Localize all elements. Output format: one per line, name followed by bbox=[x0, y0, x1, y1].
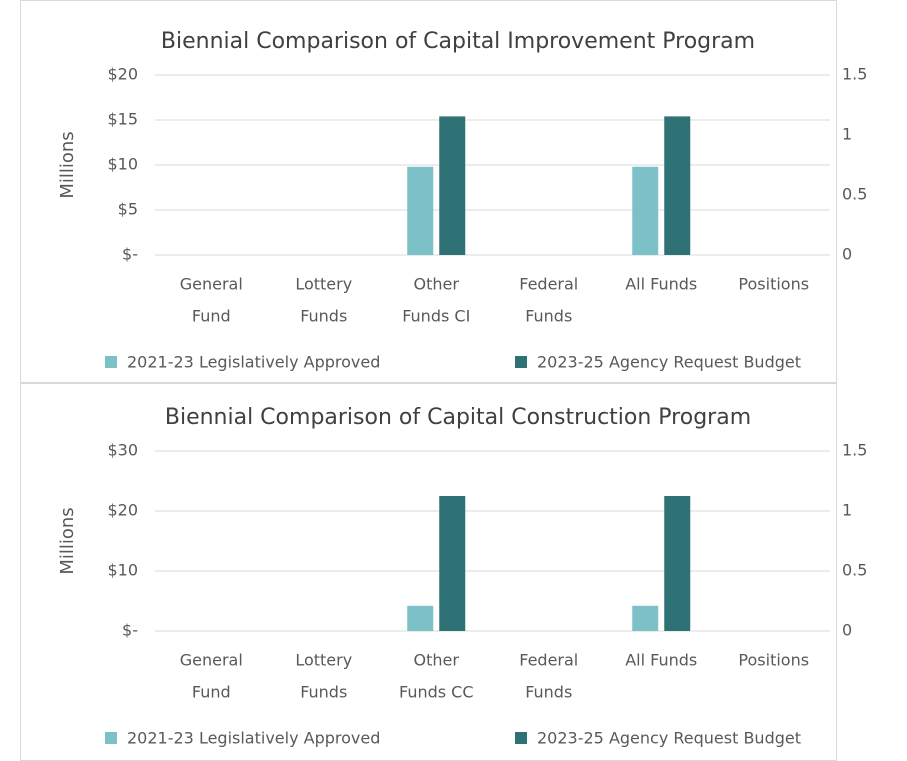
y-tick-label: $5 bbox=[118, 200, 138, 219]
bar bbox=[439, 116, 466, 256]
x-tick-label: General bbox=[180, 651, 243, 670]
y-tick-label: $30 bbox=[107, 441, 138, 460]
legend-swatch bbox=[515, 732, 527, 744]
legend-swatch bbox=[515, 356, 527, 368]
bar bbox=[664, 496, 691, 631]
x-tick-label: Other bbox=[414, 651, 460, 670]
y2-tick-label: 0 bbox=[842, 621, 852, 640]
x-tick-label: Positions bbox=[738, 651, 809, 670]
y2-tick-label: 0.5 bbox=[842, 561, 867, 580]
x-tick-label: Funds bbox=[525, 683, 572, 702]
x-tick-label: Funds CI bbox=[402, 307, 470, 326]
y2-tick-label: 1 bbox=[842, 125, 852, 144]
legend-label: 2023-25 Agency Request Budget bbox=[537, 353, 801, 372]
x-tick-label: Funds bbox=[525, 307, 572, 326]
legend-label: 2021-23 Legislatively Approved bbox=[127, 729, 380, 748]
y2-tick-label: 0.5 bbox=[842, 185, 867, 204]
x-tick-label: Funds CC bbox=[399, 683, 474, 702]
y-tick-label: $10 bbox=[107, 155, 138, 174]
y-axis-label: Millions bbox=[57, 507, 78, 574]
x-tick-label: Funds bbox=[300, 683, 347, 702]
y2-tick-label: 1.5 bbox=[842, 65, 867, 84]
x-tick-label: Federal bbox=[519, 275, 578, 294]
y-axis-label: Millions bbox=[57, 131, 78, 198]
chart-title: Biennial Comparison of Capital Improveme… bbox=[161, 29, 755, 54]
bar bbox=[632, 605, 659, 631]
x-tick-label: Fund bbox=[192, 307, 231, 326]
legend-label: 2023-25 Agency Request Budget bbox=[537, 729, 801, 748]
y-tick-label: $- bbox=[122, 621, 138, 640]
x-tick-label: Lottery bbox=[295, 275, 352, 294]
y-tick-label: $20 bbox=[107, 65, 138, 84]
x-tick-label: Other bbox=[414, 275, 460, 294]
chart-title: Biennial Comparison of Capital Construct… bbox=[165, 405, 751, 430]
x-tick-label: All Funds bbox=[625, 275, 697, 294]
y2-tick-label: 1.5 bbox=[842, 441, 867, 460]
x-tick-label: General bbox=[180, 275, 243, 294]
legend-label: 2021-23 Legislatively Approved bbox=[127, 353, 380, 372]
bar bbox=[632, 166, 659, 255]
bar bbox=[664, 116, 691, 256]
chart-frame bbox=[20, 0, 837, 383]
bar bbox=[439, 496, 466, 631]
x-tick-label: Lottery bbox=[295, 651, 352, 670]
bar bbox=[407, 605, 434, 631]
y-tick-label: $10 bbox=[107, 561, 138, 580]
y-tick-label: $15 bbox=[107, 110, 138, 129]
y-tick-label: $20 bbox=[107, 501, 138, 520]
legend-swatch bbox=[105, 732, 117, 744]
y2-tick-label: 1 bbox=[842, 501, 852, 520]
y2-tick-label: 0 bbox=[842, 245, 852, 264]
bar bbox=[407, 166, 434, 255]
x-tick-label: Funds bbox=[300, 307, 347, 326]
y-tick-label: $- bbox=[122, 245, 138, 264]
x-tick-label: Positions bbox=[738, 275, 809, 294]
x-tick-label: Fund bbox=[192, 683, 231, 702]
chart-frame bbox=[20, 383, 837, 761]
x-tick-label: All Funds bbox=[625, 651, 697, 670]
x-tick-label: Federal bbox=[519, 651, 578, 670]
legend-swatch bbox=[105, 356, 117, 368]
